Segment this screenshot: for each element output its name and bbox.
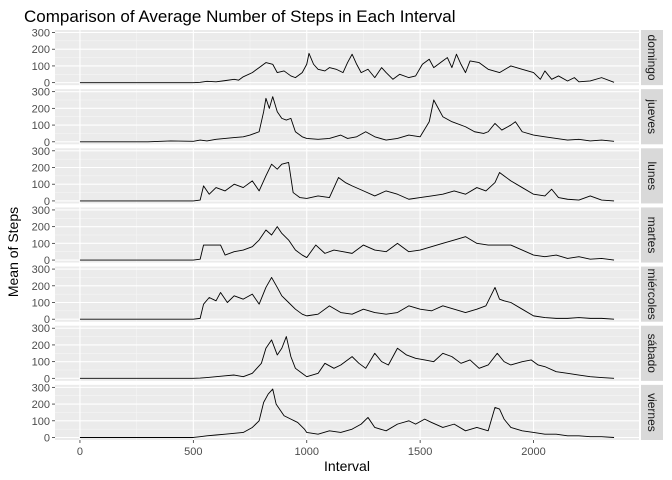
x-tick-label: 2000 [521, 446, 545, 458]
x-axis-title: Interval [324, 458, 370, 474]
y-tick-label: 200 [32, 163, 50, 175]
facet-strip [641, 148, 663, 204]
facet-panel-6: 0 100 200 300 viernes 0 500 1000 1500 2000 [32, 382, 663, 458]
y-tick-label: 0 [44, 137, 50, 149]
y-tick-label: 100 [32, 179, 50, 191]
y-tick-label: 100 [32, 416, 50, 428]
y-tick-label: 300 [32, 264, 50, 276]
series-line-domingo [79, 52, 615, 84]
y-tick-label: 300 [32, 323, 50, 335]
x-tick-label: 0 [77, 446, 83, 458]
y-tick-label: 100 [32, 120, 50, 132]
facet-panel-0: 0 100 200 300 domingo [32, 28, 663, 90]
facet-strip [641, 30, 663, 86]
y-tick-label: 200 [32, 340, 50, 352]
facet-panel-2: 0 100 200 300 lunes [32, 146, 663, 208]
y-tick-label: 300 [32, 382, 50, 394]
facet-strip-label: sábado [645, 334, 659, 374]
y-tick-label: 200 [32, 222, 50, 234]
facet-panel-3: 0 100 200 300 martes [32, 205, 663, 267]
facet-strip-label: viernes [645, 393, 659, 432]
facet-strip-label: miércoles [645, 268, 659, 319]
series-line-sábado [79, 336, 615, 379]
y-tick-label: 300 [32, 146, 50, 158]
y-tick-label: 100 [32, 238, 50, 250]
facet-strip-label: domingo [645, 35, 659, 81]
facet-strip [641, 325, 663, 381]
y-tick-label: 0 [44, 373, 50, 385]
y-axis-title: Mean of Steps [5, 207, 21, 297]
chart-title: Comparison of Average Number of Steps in… [24, 7, 456, 26]
y-tick-label: 0 [44, 314, 50, 326]
series-line-viernes [79, 388, 615, 438]
y-tick-label: 200 [32, 44, 50, 56]
facet-panels: 0 100 200 300 domingo 0 100 200 300 jueves 0 100 200… [32, 28, 663, 458]
facet-strip [641, 207, 663, 263]
y-tick-label: 0 [44, 196, 50, 208]
y-tick-label: 0 [44, 255, 50, 267]
facet-panel-5: 0 100 200 300 sábado [32, 323, 663, 385]
series-line-lunes [79, 162, 615, 202]
y-tick-label: 300 [32, 87, 50, 99]
y-tick-label: 100 [32, 61, 50, 73]
x-tick-label: 1500 [408, 446, 432, 458]
facet-panel-4: 0 100 200 300 miércoles [32, 264, 663, 326]
facet-strip-label: martes [645, 217, 659, 254]
facet-strip-label: lunes [645, 162, 659, 191]
y-tick-label: 200 [32, 281, 50, 293]
y-tick-label: 200 [32, 103, 50, 115]
y-tick-label: 100 [32, 357, 50, 369]
facet-strip [641, 384, 663, 440]
y-tick-label: 300 [32, 28, 50, 40]
facet-strip-label: jueves [645, 98, 659, 134]
series-line-jueves [79, 96, 615, 143]
facet-strip [641, 89, 663, 145]
series-line-miércoles [79, 276, 615, 320]
y-tick-label: 200 [32, 399, 50, 411]
facet-panel-1: 0 100 200 300 jueves [32, 87, 663, 149]
y-tick-label: 300 [32, 205, 50, 217]
y-tick-label: 100 [32, 297, 50, 309]
y-tick-label: 0 [44, 78, 50, 90]
y-tick-label: 0 [44, 432, 50, 444]
x-tick-label: 500 [184, 446, 202, 458]
x-tick-label: 1000 [295, 446, 319, 458]
facet-strip [641, 266, 663, 322]
series-line-martes [79, 226, 615, 261]
